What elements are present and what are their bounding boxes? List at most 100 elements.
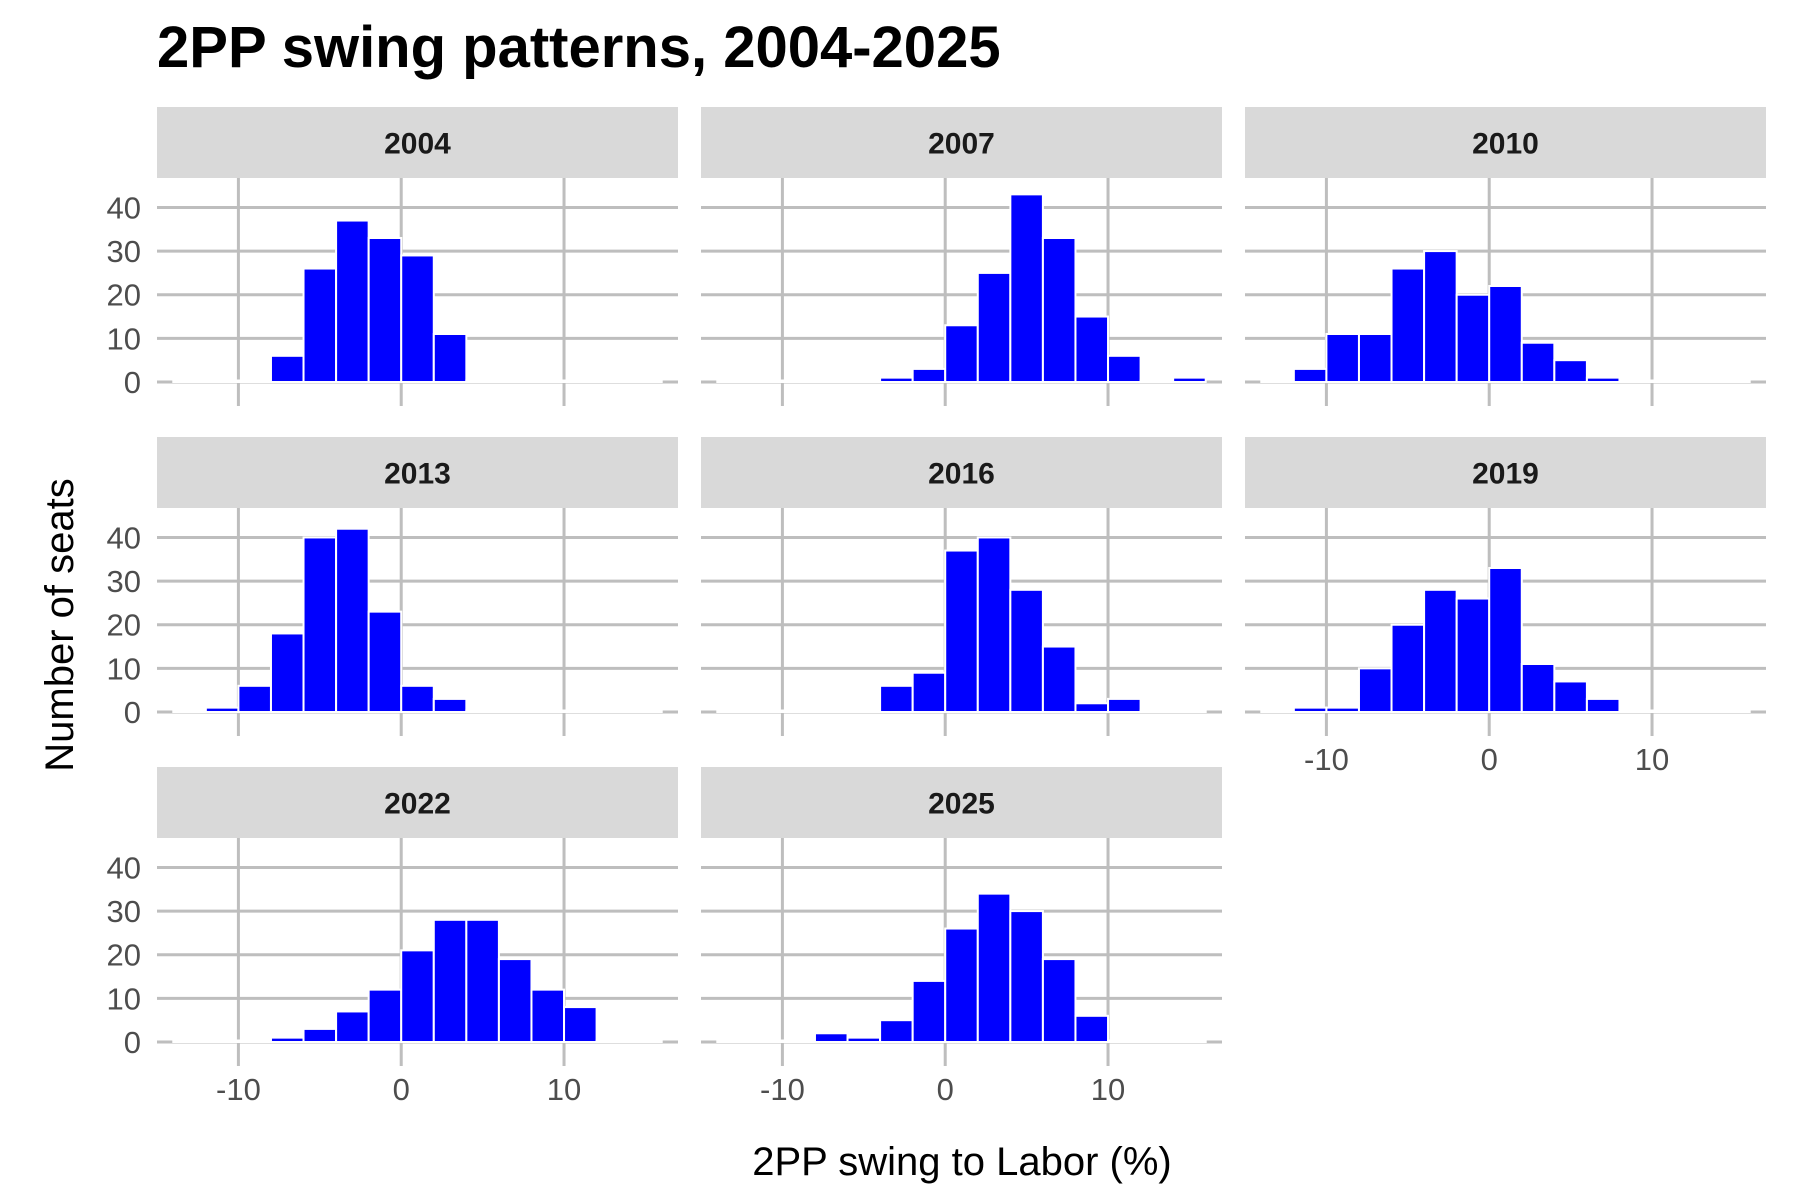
histogram-bar [1009, 910, 1044, 1043]
histogram-bar [335, 1010, 370, 1043]
facet-strip-background [157, 437, 678, 508]
histogram-bar [716, 379, 751, 383]
histogram-bar [172, 1039, 207, 1043]
facet-strip-background [1245, 437, 1766, 508]
histogram-bar [1716, 379, 1751, 383]
histogram-bar [1553, 680, 1588, 713]
histogram-bar [400, 254, 435, 383]
facet-strip-label: 2019 [1472, 458, 1539, 491]
histogram-bar [530, 379, 566, 383]
histogram-bar [1107, 697, 1142, 714]
histogram-bar [813, 1032, 849, 1043]
histogram-bar [563, 709, 598, 713]
histogram-bar [302, 267, 338, 383]
histogram-bar [432, 697, 468, 714]
histogram-bar [204, 1039, 240, 1043]
histogram-bar [302, 1027, 338, 1043]
y-tick-label: 0 [124, 1025, 141, 1060]
histogram-bar [302, 536, 338, 713]
histogram-bar [1041, 237, 1077, 383]
histogram-bar [497, 958, 533, 1043]
histogram-bar [335, 219, 370, 383]
histogram-bar [1423, 250, 1458, 383]
x-tick-label: -10 [760, 1072, 805, 1107]
histogram-bar [530, 709, 566, 713]
histogram-bar [1390, 623, 1426, 714]
histogram-bar [1107, 1039, 1142, 1043]
histogram-bar [879, 1019, 914, 1044]
histogram-bar [237, 1039, 272, 1043]
x-axis-title: 2PP swing to Labor (%) [752, 1140, 1171, 1184]
histogram-bar [1488, 285, 1523, 383]
histogram-bar [1172, 709, 1207, 713]
facet-strip-label: 2022 [384, 788, 451, 821]
histogram-bar [1009, 588, 1044, 713]
histogram-bar [628, 1039, 663, 1043]
x-tick-label: 10 [1635, 742, 1669, 777]
x-tick-label: 10 [547, 1072, 581, 1107]
histogram-bar [1390, 267, 1426, 383]
histogram-bar [1139, 379, 1175, 383]
facet-strip-label: 2004 [384, 128, 451, 161]
facet-panel-2016: 2016 [701, 437, 1222, 736]
y-tick-label: 30 [107, 894, 141, 929]
y-tick-label: 20 [107, 938, 141, 973]
y-tick-label: 30 [107, 564, 141, 599]
histogram-bar [400, 684, 435, 713]
x-tick-label: -10 [216, 1072, 261, 1107]
histogram-bar [748, 709, 784, 713]
histogram-bar [1107, 354, 1142, 383]
histogram-bar [1585, 376, 1621, 383]
facet-strip-label: 2016 [928, 458, 995, 491]
histogram-bar [1488, 567, 1523, 713]
x-tick-label: 0 [937, 1072, 954, 1107]
histogram-bar [1074, 702, 1110, 713]
facet-panel-2025: 2025 -10 0 10 [701, 767, 1222, 1107]
histogram-bar [269, 354, 305, 383]
histogram-bar [1292, 367, 1328, 383]
histogram-bar [1683, 709, 1719, 713]
histogram-bar [1455, 293, 1491, 383]
histogram-bar [497, 709, 533, 713]
histogram-bar [172, 709, 207, 713]
y-tick-label: 40 [107, 190, 141, 225]
histogram-bar [781, 709, 816, 713]
histogram-bar [595, 1039, 631, 1043]
histogram-bar [1172, 1039, 1207, 1043]
y-tick-label: 20 [107, 608, 141, 643]
chart-title: 2PP swing patterns, 2004-2025 [157, 15, 1001, 80]
histogram-bar [269, 632, 305, 713]
facet-strip-background [701, 107, 1222, 178]
histogram-bar [813, 709, 849, 713]
histogram-bar [1357, 333, 1393, 383]
histogram-bar [400, 949, 435, 1044]
facet-panel-2022: 2022 0 10 20 30 40 -10 0 10 [107, 767, 678, 1107]
y-axis-title: Number of seats [38, 478, 82, 771]
histogram-bar [1074, 315, 1110, 383]
facet-panel-2007: 2007 [701, 107, 1222, 406]
histogram-bar [563, 1006, 598, 1043]
histogram-bar [1074, 1014, 1110, 1043]
facet-strip-background [157, 767, 678, 838]
histogram-bar [781, 379, 816, 383]
facet-strip-label: 2010 [1472, 128, 1539, 161]
histogram-bar [1423, 588, 1458, 713]
histogram-bar [1172, 376, 1207, 383]
histogram-bar [595, 379, 631, 383]
y-tick-label: 10 [107, 651, 141, 686]
histogram-bar [976, 271, 1012, 383]
facet-strip-background [701, 767, 1222, 838]
y-tick-label: 0 [124, 365, 141, 400]
histogram-bar [846, 1036, 882, 1043]
facet-panel-2019: 2019 -10 0 10 [1245, 437, 1766, 777]
facet-strip-background [157, 107, 678, 178]
facet-strip-label: 2007 [928, 128, 995, 161]
histogram-bar [367, 988, 403, 1043]
histogram-bar [1260, 379, 1295, 383]
histogram-bar [1716, 709, 1751, 713]
histogram-bar [879, 684, 914, 713]
histogram-bar [748, 379, 784, 383]
histogram-bar [628, 709, 663, 713]
